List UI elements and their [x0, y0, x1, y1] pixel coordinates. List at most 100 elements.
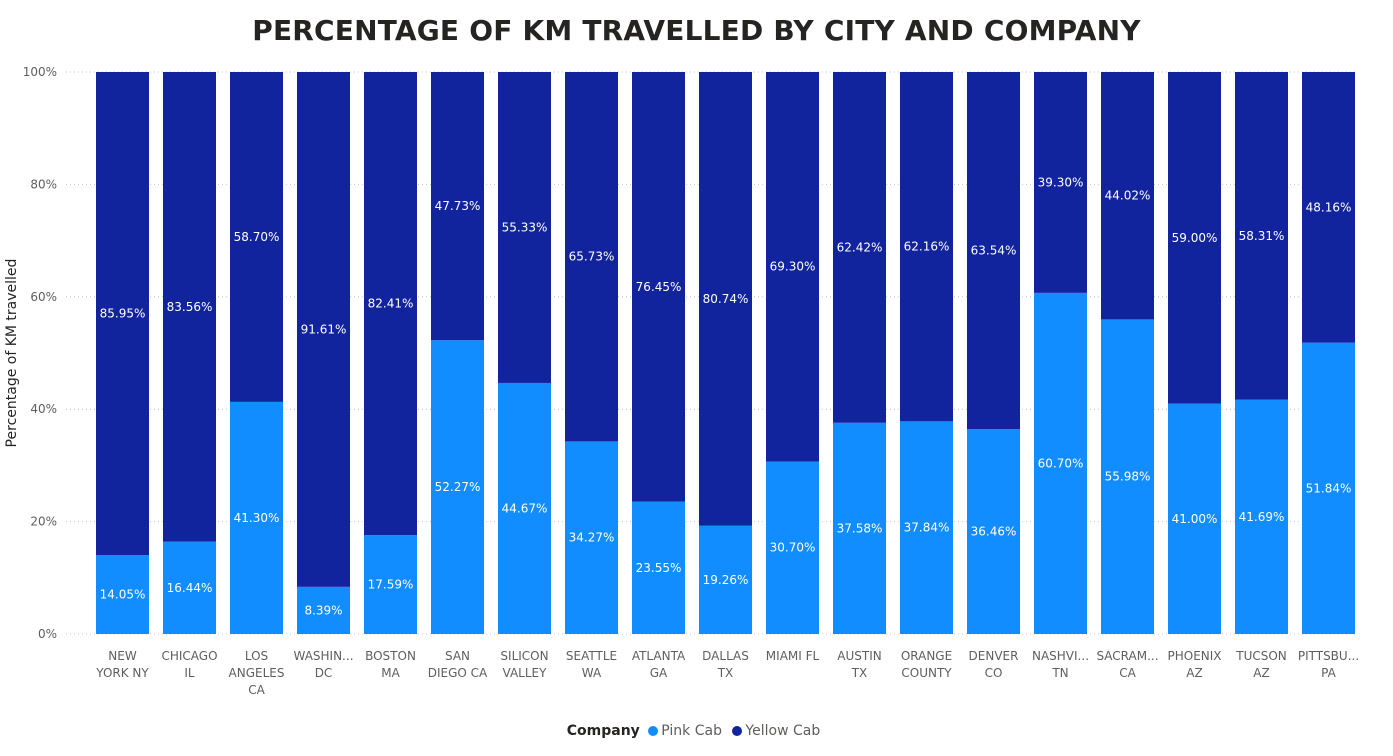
data-label: 37.58%: [837, 521, 883, 535]
x-category-label: BOSTON MA: [365, 649, 416, 680]
x-category-label: TUCSON AZ: [1235, 649, 1287, 680]
data-label: 83.56%: [167, 300, 213, 314]
bar-segment-yellow-cab[interactable]: [632, 72, 685, 502]
legend: Company Pink Cab Yellow Cab: [0, 723, 1393, 739]
data-label: 8.39%: [304, 603, 342, 617]
bar-segment-pink-cab[interactable]: [1168, 403, 1221, 634]
x-category-label: WASHIN... DC: [293, 649, 353, 680]
legend-item-yellow-cab[interactable]: Yellow Cab: [732, 723, 820, 739]
y-tick-label: 40%: [30, 402, 57, 416]
bar-segment-yellow-cab[interactable]: [900, 72, 953, 422]
x-category-label: AUSTIN TX: [837, 649, 881, 680]
bars: [96, 72, 1355, 634]
x-category-label: ORANGE COUNTY: [901, 649, 952, 680]
bar-segment-pink-cab[interactable]: [1034, 292, 1087, 634]
data-label: 62.16%: [904, 240, 950, 254]
bar-segment-pink-cab[interactable]: [766, 461, 819, 634]
y-tick-label: 100%: [23, 65, 57, 79]
data-label: 58.70%: [234, 230, 280, 244]
data-label: 85.95%: [100, 307, 146, 321]
bar-segment-pink-cab[interactable]: [967, 429, 1020, 634]
data-label: 80.74%: [703, 292, 749, 306]
bar-segment-yellow-cab[interactable]: [967, 72, 1020, 430]
bar-segment-yellow-cab[interactable]: [431, 72, 484, 341]
x-category-label: SILICON VALLEY: [500, 649, 548, 680]
x-axis-categories: NEW YORK NY CHICAGO IL LOS ANGELES CA WASHIN...…: [95, 649, 1359, 697]
x-category-label: MIAMI FL: [766, 649, 820, 663]
bar-segment-pink-cab[interactable]: [833, 422, 886, 634]
data-label: 65.73%: [569, 250, 615, 264]
data-label: 48.16%: [1306, 200, 1352, 214]
x-category-label: NASHVI... TN: [1032, 649, 1089, 680]
bar-segment-yellow-cab[interactable]: [163, 72, 216, 542]
data-label: 69.30%: [770, 260, 816, 274]
data-label: 30.70%: [770, 541, 816, 555]
data-label: 44.67%: [502, 501, 548, 515]
data-label: 63.54%: [971, 244, 1017, 258]
bar-segment-yellow-cab[interactable]: [1034, 72, 1087, 293]
y-tick-label: 80%: [30, 177, 57, 191]
bar-segment-yellow-cab[interactable]: [1235, 72, 1288, 400]
bar-segment-yellow-cab[interactable]: [833, 72, 886, 423]
data-label: 41.69%: [1239, 510, 1285, 524]
bar-segment-yellow-cab[interactable]: [1302, 72, 1355, 343]
x-category-label: PITTSBU... PA: [1298, 649, 1359, 680]
x-category-label: NEW YORK NY: [95, 649, 149, 680]
bar-segment-pink-cab[interactable]: [632, 501, 685, 634]
bar-segment-pink-cab[interactable]: [699, 525, 752, 634]
data-label: 58.31%: [1239, 229, 1285, 243]
data-label: 47.73%: [435, 199, 481, 213]
bar-segment-yellow-cab[interactable]: [1168, 72, 1221, 404]
x-category-label: SEATTLE WA: [566, 649, 617, 680]
data-label: 62.42%: [837, 240, 883, 254]
bar-segment-pink-cab[interactable]: [364, 535, 417, 634]
bar-segment-yellow-cab[interactable]: [364, 72, 417, 536]
bar-segment-yellow-cab[interactable]: [565, 72, 618, 442]
y-tick-label: 0%: [38, 627, 57, 641]
bar-segment-yellow-cab[interactable]: [1101, 72, 1154, 320]
data-labels: 14.05% 85.95% 16.44% 83.56% 41.30% 58.70% 8.39…: [100, 175, 1352, 617]
x-category-label: DALLAS TX: [702, 649, 749, 680]
data-label: 60.70%: [1038, 456, 1084, 470]
bar-segment-pink-cab[interactable]: [498, 382, 551, 634]
chart-title: PERCENTAGE OF KM TRAVELLED BY CITY AND C…: [252, 14, 1141, 47]
x-category-label: SACRAM... CA: [1096, 649, 1158, 680]
legend-title: Company: [566, 723, 640, 739]
bar-segment-pink-cab[interactable]: [565, 441, 618, 634]
data-label: 52.27%: [435, 480, 481, 494]
data-label: 76.45%: [636, 280, 682, 294]
bar-segment-pink-cab[interactable]: [1235, 399, 1288, 634]
data-label: 51.84%: [1306, 481, 1352, 495]
data-label: 91.61%: [301, 322, 347, 336]
data-label: 16.44%: [167, 581, 213, 595]
bar-segment-pink-cab[interactable]: [1101, 319, 1154, 634]
y-tick-label: 60%: [30, 290, 57, 304]
bar-segment-pink-cab[interactable]: [297, 586, 350, 634]
legend-marker: [648, 726, 659, 736]
data-label: 55.33%: [502, 220, 548, 234]
bar-segment-pink-cab[interactable]: [431, 340, 484, 634]
bar-segment-pink-cab[interactable]: [900, 421, 953, 634]
bar-segment-yellow-cab[interactable]: [766, 72, 819, 462]
bar-segment-pink-cab[interactable]: [230, 401, 283, 634]
bar-segment-pink-cab[interactable]: [163, 541, 216, 634]
x-category-label: ATLANTA GA: [632, 649, 686, 680]
data-label: 59.00%: [1172, 231, 1218, 245]
bar-segment-pink-cab[interactable]: [1302, 342, 1355, 634]
bar-segment-yellow-cab[interactable]: [230, 72, 283, 402]
bar-segment-yellow-cab[interactable]: [297, 72, 350, 587]
y-axis-title: Percentage of KM travelled: [4, 259, 20, 448]
y-axis-ticks: 0% 20% 40% 60% 80% 100%: [23, 65, 57, 641]
data-label: 41.30%: [234, 511, 280, 525]
legend-label: Pink Cab: [661, 723, 722, 739]
data-label: 41.00%: [1172, 512, 1218, 526]
data-label: 36.46%: [971, 525, 1017, 539]
data-label: 37.84%: [904, 521, 950, 535]
bar-segment-yellow-cab[interactable]: [96, 72, 149, 556]
bar-segment-yellow-cab[interactable]: [699, 72, 752, 526]
legend-item-pink-cab[interactable]: Pink Cab: [648, 723, 722, 739]
bar-segment-pink-cab[interactable]: [96, 555, 149, 634]
bar-segment-yellow-cab[interactable]: [498, 72, 551, 383]
data-label: 34.27%: [569, 531, 615, 545]
